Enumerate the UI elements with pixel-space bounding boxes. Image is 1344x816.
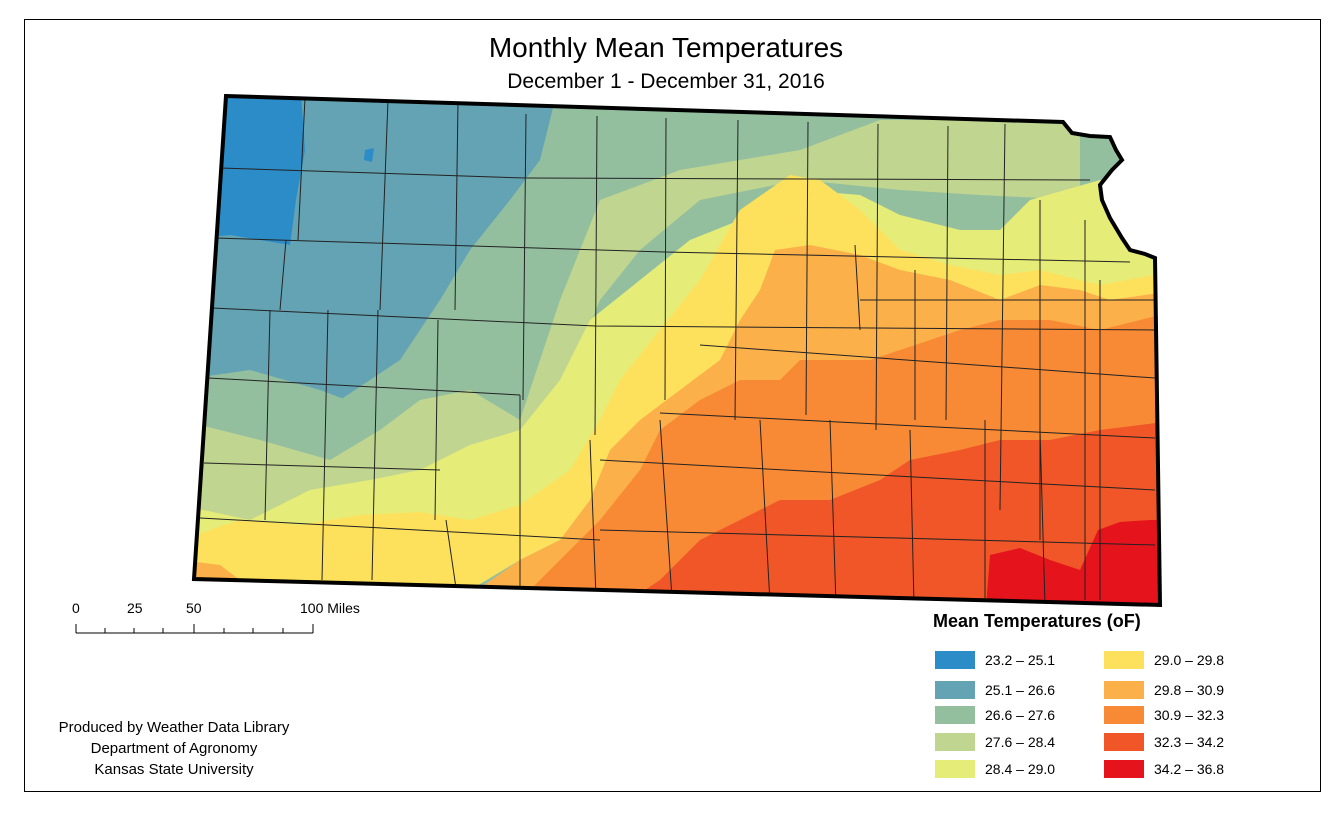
kansas-state-outline xyxy=(191,93,1163,608)
credits: Produced by Weather Data Library Departm… xyxy=(24,717,324,780)
scale-label-100-miles: 100 Miles xyxy=(300,600,360,616)
legend-item: 23.2 – 25.1 xyxy=(935,649,1055,671)
legend-label: 29.0 – 29.8 xyxy=(1154,652,1225,668)
credit-line: Kansas State University xyxy=(94,761,254,778)
legend-swatch xyxy=(1104,706,1144,724)
zone-23-2-25-1-spot xyxy=(364,148,374,162)
legend-item: 30.9 – 32.3 xyxy=(1104,704,1224,726)
temperature-zones xyxy=(194,96,1160,605)
legend-swatch xyxy=(935,760,975,778)
credit-line: Produced by Weather Data Library xyxy=(58,719,290,736)
zone-23-2-25-1 xyxy=(194,96,305,245)
legend-label: 32.3 – 34.2 xyxy=(1154,734,1225,750)
legend-label: 28.4 – 29.0 xyxy=(985,761,1056,777)
legend-item: 25.1 – 26.6 xyxy=(935,679,1055,701)
legend-label: 26.6 – 27.6 xyxy=(985,707,1056,723)
credit-line: Department of Agronomy xyxy=(90,740,258,757)
map-subtitle: December 1 - December 31, 2016 xyxy=(507,70,825,93)
map-title: Monthly Mean Temperatures xyxy=(488,32,844,63)
legend-item: 28.4 – 29.0 xyxy=(935,758,1055,780)
legend-label: 25.1 – 26.6 xyxy=(985,682,1056,698)
legend-title: Mean Temperatures (oF) xyxy=(933,611,1141,631)
legend-swatch xyxy=(1104,681,1144,699)
legend-label: 27.6 – 28.4 xyxy=(985,734,1056,750)
legend-label: 29.8 – 30.9 xyxy=(1154,682,1225,698)
legend-swatch xyxy=(935,706,975,724)
county-boundaries xyxy=(199,97,1160,605)
legend-swatch xyxy=(1104,760,1144,778)
legend-swatch xyxy=(935,733,975,751)
legend-swatch xyxy=(1104,651,1144,669)
legend-item: 27.6 – 28.4 xyxy=(935,731,1055,753)
scale-label-50: 50 xyxy=(186,600,202,616)
legend-item: 26.6 – 27.6 xyxy=(935,704,1055,726)
zone-27-6-28-4 xyxy=(194,120,1080,520)
legend-label: 34.2 – 36.8 xyxy=(1154,761,1225,777)
legend-item: 29.0 – 29.8 xyxy=(1104,649,1224,671)
legend-swatch xyxy=(1104,733,1144,751)
scale-label-0: 0 xyxy=(72,600,80,616)
legend-swatch xyxy=(935,651,975,669)
scale-bar xyxy=(75,624,314,634)
legend-label: 30.9 – 32.3 xyxy=(1154,707,1225,723)
legend-swatch xyxy=(935,681,975,699)
scale-label-25: 25 xyxy=(127,600,143,616)
legend-item: 29.8 – 30.9 xyxy=(1104,679,1224,701)
zone-28-4-29-0 xyxy=(194,180,1160,590)
legend-item: 34.2 – 36.8 xyxy=(1104,758,1224,780)
zone-34-2-36-8 xyxy=(985,520,1160,605)
legend-item: 32.3 – 34.2 xyxy=(1104,731,1224,753)
legend-label: 23.2 – 25.1 xyxy=(985,652,1056,668)
